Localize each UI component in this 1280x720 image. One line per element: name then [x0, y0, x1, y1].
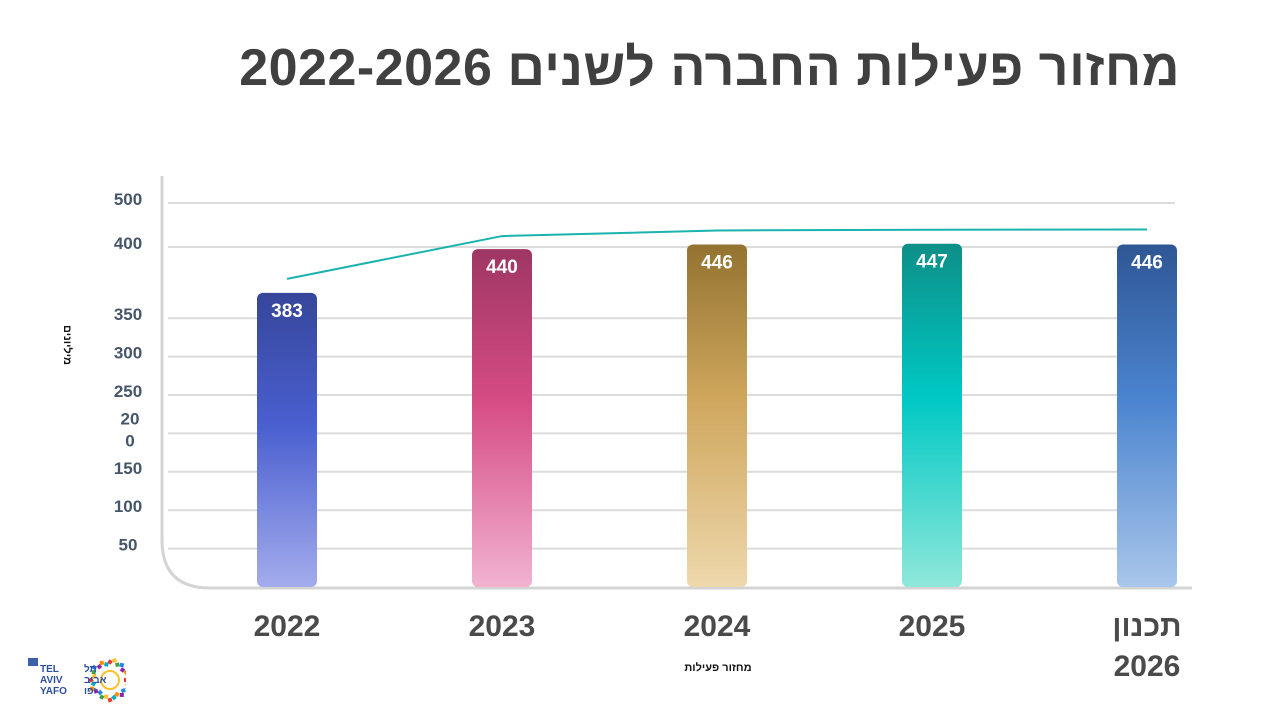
y-axis-label: מיליונים [61, 325, 74, 365]
bar-5 [1117, 244, 1177, 588]
y-tick-label: 300 [114, 344, 142, 363]
x-tick-label: 2022 [254, 610, 321, 643]
logo-text-aviv: AVIV [40, 675, 63, 686]
data-label: 440 [486, 257, 518, 278]
x-tick-labels: 2022 2023 2024 2025 תכנון 2026 [254, 610, 1182, 683]
y-tick-label: 50 [119, 536, 138, 555]
data-label: 447 [916, 252, 948, 273]
x-tick-label: 2023 [469, 610, 536, 643]
y-tick-label: 150 [114, 459, 142, 478]
logo-text-yafo-he: יפו [84, 686, 96, 697]
trend-line [286, 228, 1148, 280]
logo-text-yafo: YAFO [40, 686, 67, 697]
y-tick-label: 400 [114, 234, 142, 253]
page-title: מחזור פעילות החברה לשנים 2022-2026 [239, 39, 1180, 97]
y-tick-label: 100 [114, 497, 142, 516]
y-tick-label: 500 [114, 190, 142, 209]
data-label: 383 [271, 301, 303, 322]
axis-frame [160, 176, 1192, 590]
x-tick-label: תכנון 2026 [1112, 610, 1181, 683]
bar-1 [257, 292, 317, 587]
bar-4 [902, 243, 962, 588]
y-tick-label: 250 [114, 382, 142, 401]
x-tick-label: 2024 [684, 610, 751, 643]
x-tick-label: 2025 [899, 610, 966, 643]
bar-3 [687, 244, 747, 588]
tel-aviv-yafo-logo: TEL AVIV YAFO תל אביב יפו [28, 657, 126, 703]
bars: 383 440 446 447 446 [257, 243, 1177, 588]
x-axis-label: מחזור פעילות [684, 661, 751, 674]
logo-text-tel: TEL [40, 664, 59, 675]
grid-layer [168, 202, 1175, 550]
data-label: 446 [1131, 252, 1163, 273]
bar-2 [472, 249, 532, 587]
data-label: 446 [701, 252, 733, 273]
logo-text-tel-he: תל [84, 663, 97, 675]
y-tick-label: 20 0 [121, 409, 140, 450]
y-tick-label: 350 [114, 305, 142, 324]
logo-text-aviv-he: אביב [84, 675, 107, 686]
y-tick-labels: 50 100 150 20 0 250 300 350 400 500 [114, 190, 142, 555]
